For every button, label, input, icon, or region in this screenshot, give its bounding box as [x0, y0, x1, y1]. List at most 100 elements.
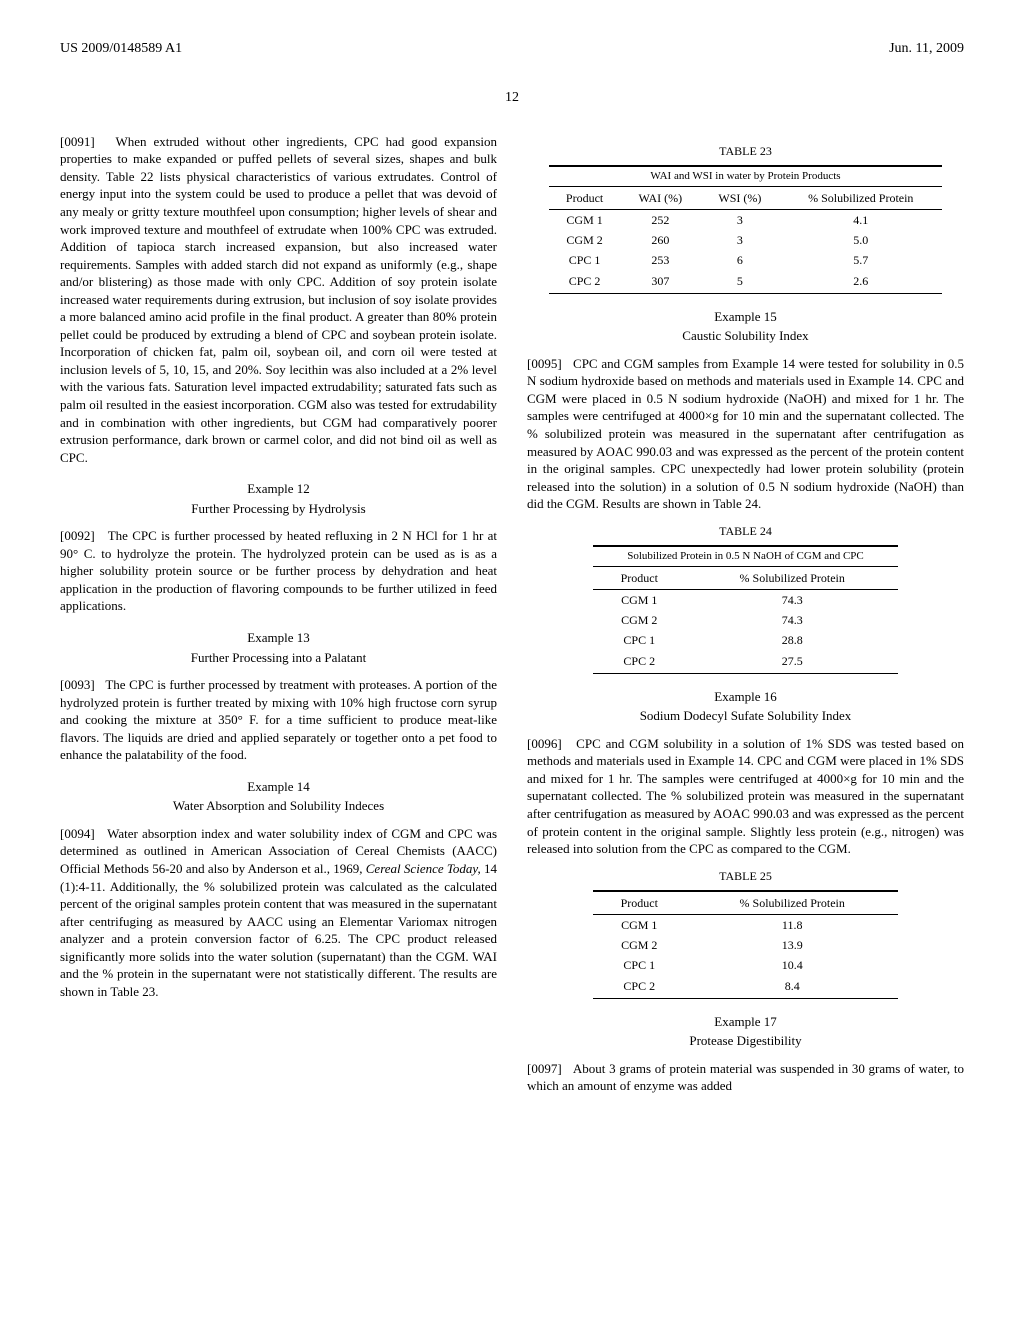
table-25-label: TABLE 25	[527, 868, 964, 884]
table-cell: 13.9	[686, 935, 898, 955]
table-cell: 6	[700, 250, 779, 270]
table-cell: 3	[700, 230, 779, 250]
page-number: 12	[60, 89, 964, 108]
table-cell: CPC 1	[593, 630, 686, 650]
table-cell: CPC 1	[549, 250, 621, 270]
table-row: CGM 125234.1	[549, 210, 942, 231]
table-row: CPC 128.8	[593, 630, 899, 650]
paragraph-0095: [0095] CPC and CGM samples from Example …	[527, 355, 964, 513]
table-24-label: TABLE 24	[527, 523, 964, 539]
example-13-title: Further Processing into a Palatant	[60, 649, 497, 667]
table-23: WAI and WSI in water by Protein Products…	[549, 165, 942, 294]
example-13-num: Example 13	[60, 629, 497, 647]
table-cell: 260	[620, 230, 700, 250]
th: % Solubilized Protein	[686, 891, 898, 915]
table-row: CPC 28.4	[593, 976, 899, 999]
para-text-b: 14 (1):4-11. Additionally, the % solubil…	[60, 861, 497, 999]
table-23-headers: Product WAI (%) WSI (%) % Solubilized Pr…	[549, 186, 942, 209]
paragraph-0097: [0097] About 3 grams of protein material…	[527, 1060, 964, 1095]
table-cell: 28.8	[686, 630, 898, 650]
example-16-title: Sodium Dodecyl Sufate Solubility Index	[527, 707, 964, 725]
right-column: TABLE 23 WAI and WSI in water by Protein…	[527, 133, 964, 1105]
table-cell: 27.5	[686, 651, 898, 674]
table-cell: CGM 1	[549, 210, 621, 231]
example-14-num: Example 14	[60, 778, 497, 796]
table-cell: 2.6	[779, 271, 942, 294]
table-row: CGM 174.3	[593, 589, 899, 610]
paragraph-0093: [0093] The CPC is further processed by t…	[60, 676, 497, 764]
th: % Solubilized Protein	[686, 566, 898, 589]
table-cell: 5	[700, 271, 779, 294]
table-row: CPC 227.5	[593, 651, 899, 674]
para-text: The CPC is further processed by heated r…	[60, 528, 497, 613]
example-12-title: Further Processing by Hydrolysis	[60, 500, 497, 518]
table-cell: CPC 2	[593, 651, 686, 674]
example-14-title: Water Absorption and Solubility Indeces	[60, 797, 497, 815]
table-cell: CGM 1	[593, 915, 686, 936]
paragraph-0094: [0094] Water absorption index and water …	[60, 825, 497, 1000]
table-row: CGM 213.9	[593, 935, 899, 955]
table-24-headers: Product % Solubilized Protein	[593, 566, 899, 589]
example-12-num: Example 12	[60, 480, 497, 498]
para-num: [0095]	[527, 356, 562, 371]
para-num: [0093]	[60, 677, 95, 692]
example-17-num: Example 17	[527, 1013, 964, 1031]
paragraph-0091: [0091] When extruded without other ingre…	[60, 133, 497, 466]
th: Product	[549, 186, 621, 209]
para-num: [0091]	[60, 134, 95, 149]
table-24: Solubilized Protein in 0.5 N NaOH of CGM…	[593, 545, 899, 674]
table-cell: 4.1	[779, 210, 942, 231]
table-row: CPC 230752.6	[549, 271, 942, 294]
table-row: CPC 110.4	[593, 955, 899, 975]
paragraph-0092: [0092] The CPC is further processed by h…	[60, 527, 497, 615]
pub-date: Jun. 11, 2009	[889, 40, 964, 59]
table-23-caption: WAI and WSI in water by Protein Products	[549, 166, 942, 186]
table-cell: 8.4	[686, 976, 898, 999]
para-num: [0094]	[60, 826, 95, 841]
table-cell: 11.8	[686, 915, 898, 936]
table-23-label: TABLE 23	[527, 143, 964, 159]
example-16-num: Example 16	[527, 688, 964, 706]
table-cell: CGM 2	[549, 230, 621, 250]
table-row: CGM 274.3	[593, 610, 899, 630]
para-text: The CPC is further processed by treatmen…	[60, 677, 497, 762]
table-cell: CGM 2	[593, 610, 686, 630]
table-25-headers: Product % Solubilized Protein	[593, 891, 899, 915]
left-column: [0091] When extruded without other ingre…	[60, 133, 497, 1105]
two-column-layout: [0091] When extruded without other ingre…	[60, 133, 964, 1105]
example-15-title: Caustic Solubility Index	[527, 327, 964, 345]
para-text: CPC and CGM samples from Example 14 were…	[527, 356, 964, 511]
table-cell: 5.0	[779, 230, 942, 250]
table-cell: CPC 1	[593, 955, 686, 975]
table-cell: 5.7	[779, 250, 942, 270]
pub-number: US 2009/0148589 A1	[60, 40, 182, 59]
table-cell: 252	[620, 210, 700, 231]
para-text: About 3 grams of protein material was su…	[527, 1061, 964, 1094]
th: Product	[593, 566, 686, 589]
page-header: US 2009/0148589 A1 Jun. 11, 2009	[60, 40, 964, 59]
th: Product	[593, 891, 686, 915]
table-cell: 253	[620, 250, 700, 270]
table-cell: 74.3	[686, 610, 898, 630]
table-cell: 10.4	[686, 955, 898, 975]
table-cell: CGM 2	[593, 935, 686, 955]
table-row: CGM 226035.0	[549, 230, 942, 250]
table-24-caption: Solubilized Protein in 0.5 N NaOH of CGM…	[593, 546, 899, 566]
para-text: CPC and CGM solubility in a solution of …	[527, 736, 964, 856]
table-row: CPC 125365.7	[549, 250, 942, 270]
table-cell: 3	[700, 210, 779, 231]
table-cell: CGM 1	[593, 589, 686, 610]
th: WAI (%)	[620, 186, 700, 209]
table-cell: 307	[620, 271, 700, 294]
th: WSI (%)	[700, 186, 779, 209]
para-text-italic: Cereal Science Today,	[366, 861, 481, 876]
table-cell: CPC 2	[593, 976, 686, 999]
example-15-num: Example 15	[527, 308, 964, 326]
table-row: CGM 111.8	[593, 915, 899, 936]
para-num: [0092]	[60, 528, 95, 543]
paragraph-0096: [0096] CPC and CGM solubility in a solut…	[527, 735, 964, 858]
table-cell: 74.3	[686, 589, 898, 610]
table-25: Product % Solubilized Protein CGM 111.8C…	[593, 890, 899, 999]
para-text: When extruded without other ingredients,…	[60, 134, 497, 465]
para-num: [0097]	[527, 1061, 562, 1076]
